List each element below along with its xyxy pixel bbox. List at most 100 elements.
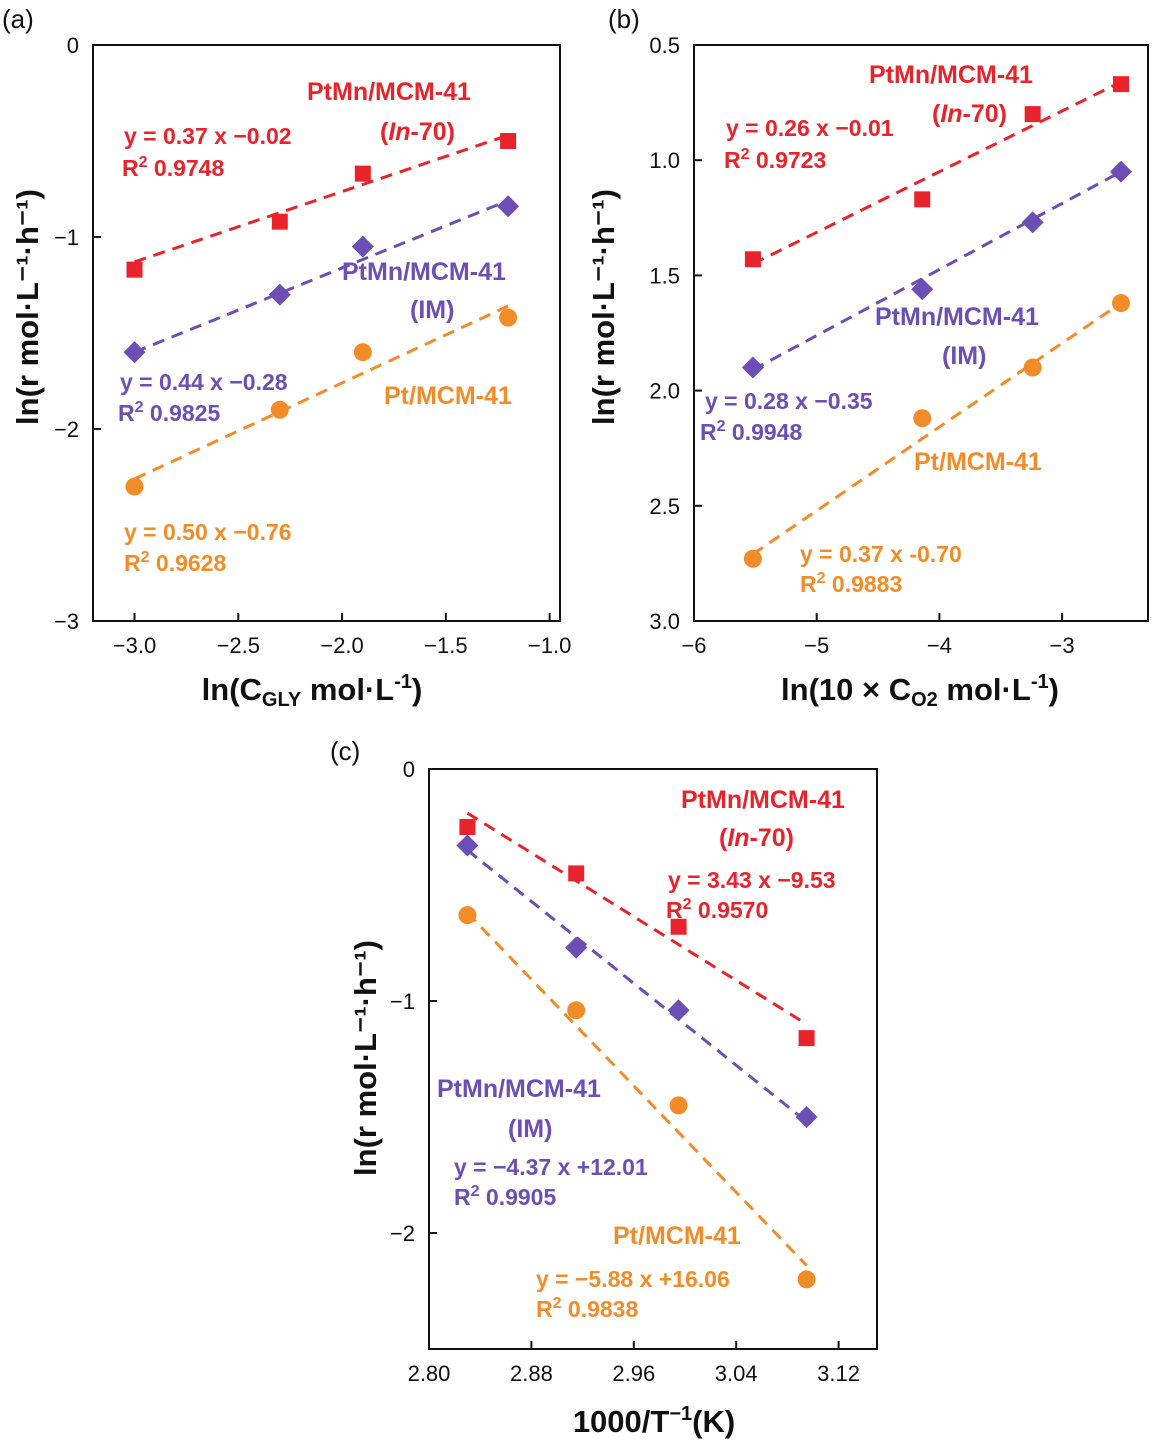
data-point-purple [741, 356, 764, 379]
x-tick-label: 3.12 [817, 1361, 860, 1386]
data-points [123, 133, 520, 496]
series-name-purple-2: (IM) [508, 1115, 552, 1143]
r2-red: R2 0.9748 [122, 154, 224, 181]
data-point-orange [270, 400, 289, 419]
equation-purple: y = 0.28 x −0.35 [705, 388, 873, 414]
data-point-purple [911, 278, 934, 301]
series-name-red-2: (In-70) [932, 100, 1007, 128]
panel-b: (b) −6 −5 −4 −3 0.5 1.0 1.5 2.0 2.5 3.0 ln(r mol·… [586, 4, 1149, 711]
fit-lines [466, 811, 808, 1267]
y-tick-label: 0.5 [649, 33, 680, 58]
equation-red: y = 3.43 x −9.53 [668, 867, 836, 893]
fit-lines [752, 80, 1122, 556]
fit-line-purple [133, 199, 509, 354]
data-point-purple [268, 283, 291, 306]
equation-purple: y = 0.44 x −0.28 [120, 369, 288, 395]
y-axis-title: ln(r mol·L⁻¹·h⁻¹) [10, 189, 45, 425]
x-axis-title: 1000/T−1(K) [573, 1403, 735, 1439]
y-tick-label: 0 [67, 33, 79, 58]
x-tick-label: −1.5 [424, 633, 467, 658]
r2-red: R2 0.9723 [724, 146, 826, 173]
plot-frame [92, 44, 561, 622]
fit-line-purple [752, 170, 1122, 372]
data-point-purple [565, 936, 588, 959]
panel-c: (c) 2.80 2.88 2.96 3.04 3.12 0 −1 −2 ln(r mol·L… [330, 736, 878, 1439]
x-tick-label: 2.96 [612, 1361, 655, 1386]
data-point-red [1024, 106, 1041, 123]
data-point-orange [499, 308, 518, 327]
data-points [741, 76, 1133, 568]
y-tick-label: 3.0 [649, 609, 680, 634]
data-point-red [500, 133, 517, 149]
x-tick-label: 2.80 [408, 1361, 451, 1386]
x-axis-title: ln(CGLY mol·L-1) [202, 671, 423, 711]
fit-line-orange [466, 911, 808, 1267]
equation-orange: y = 0.37 x -0.70 [800, 541, 962, 567]
y-tick-label: 0 [403, 757, 415, 782]
panel-label: (a) [2, 4, 34, 34]
fit-line-orange [133, 304, 509, 481]
series-name-purple: PtMn/MCM-41 [875, 303, 1039, 331]
data-point-orange [669, 1096, 688, 1115]
axis-ticks: −3.0 −2.5 −2.0 −1.5 −1.0 0 −1 −2 −3 [54, 33, 571, 658]
data-point-red [568, 865, 585, 882]
series-name-purple-2: (IM) [410, 296, 454, 324]
series-name-orange: Pt/MCM-41 [613, 1222, 741, 1250]
series-name-red-2: (In-70) [719, 824, 794, 852]
x-tick-label: −5 [804, 633, 829, 658]
series-name-purple: PtMn/MCM-41 [342, 258, 506, 286]
x-tick-label: −4 [927, 633, 952, 658]
data-point-purple [667, 999, 690, 1022]
equation-purple: y = −4.37 x +12.01 [454, 1154, 648, 1180]
y-tick-label: 2.0 [649, 379, 680, 404]
data-point-red [126, 261, 143, 278]
r2-orange: R2 0.9838 [536, 1295, 638, 1322]
data-point-red [459, 819, 476, 835]
panel-label: (b) [608, 4, 640, 34]
x-tick-label: 2.88 [510, 1361, 553, 1386]
data-point-purple [1110, 160, 1133, 183]
data-point-orange [1112, 294, 1131, 313]
data-point-red [670, 918, 687, 935]
series-name-red: PtMn/MCM-41 [869, 61, 1033, 89]
data-point-red [1113, 76, 1130, 93]
axis-ticks: −6 −5 −4 −3 0.5 1.0 1.5 2.0 2.5 3.0 [649, 33, 1074, 658]
series-name-purple: PtMn/MCM-41 [437, 1075, 601, 1103]
data-point-purple [795, 1106, 818, 1128]
data-points [456, 819, 818, 1289]
equation-red: y = 0.26 x −0.01 [726, 115, 894, 141]
x-tick-label: −2.0 [320, 633, 363, 658]
data-point-purple [123, 341, 146, 364]
y-tick-label: −1 [54, 225, 79, 250]
panel-label: (c) [330, 736, 360, 766]
y-tick-label: −2 [390, 1221, 415, 1246]
r2-red: R2 0.9570 [666, 896, 768, 923]
data-point-orange [743, 549, 762, 568]
y-tick-label: 1.0 [649, 148, 680, 173]
r2-purple: R2 0.9948 [700, 418, 802, 445]
series-name-red: PtMn/MCM-41 [681, 786, 845, 814]
data-point-orange [913, 409, 932, 428]
y-tick-label: 1.5 [649, 263, 680, 288]
x-tick-label: −3 [1050, 633, 1075, 658]
data-point-orange [567, 1001, 586, 1020]
y-tick-label: −1 [390, 989, 415, 1014]
y-tick-label: −2 [54, 417, 79, 442]
r2-purple: R2 0.9905 [454, 1183, 556, 1210]
x-tick-label: −1.0 [528, 633, 571, 658]
data-point-orange [797, 1270, 816, 1289]
data-point-purple [351, 235, 374, 258]
data-point-red [914, 191, 931, 208]
panel-a: (a) −3.0 −2.5 −2.0 −1.5 −1.0 0 −1 −2 −3 ln(r mol… [2, 4, 571, 711]
plot-frame [428, 768, 878, 1350]
y-tick-label: −3 [54, 609, 79, 634]
x-tick-label: −6 [681, 633, 706, 658]
x-tick-label: −3.0 [113, 633, 156, 658]
data-point-red [744, 251, 761, 268]
series-name-orange: Pt/MCM-41 [914, 448, 1042, 476]
fit-line-purple [466, 849, 808, 1123]
fit-lines [133, 133, 509, 481]
plot-frame [693, 44, 1149, 622]
equation-orange: y = −5.88 x +16.06 [536, 1266, 730, 1292]
